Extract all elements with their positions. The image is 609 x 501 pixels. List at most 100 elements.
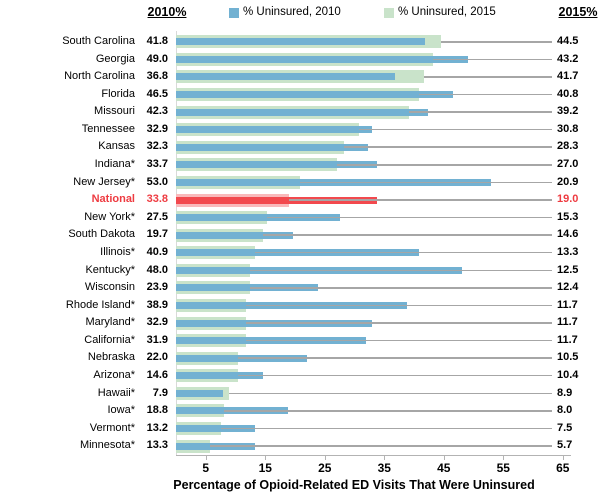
value-2015: 11.7 (557, 333, 578, 346)
value-2015: 8.9 (557, 386, 573, 399)
x-axis-tick (324, 456, 326, 460)
x-axis-title: Percentage of Opioid-Related ED Visits T… (173, 478, 535, 492)
legend-label-2010: % Uninsured, 2010 (243, 6, 341, 18)
value-2015: 13.3 (557, 245, 579, 258)
x-axis-tick (384, 456, 386, 460)
bar-2010 (176, 126, 372, 134)
value-2015: 30.8 (557, 122, 579, 135)
legend-swatch-2010-icon (229, 8, 239, 18)
legend-swatch-2015-icon (384, 8, 394, 18)
value-2010: 32.9 (146, 316, 168, 329)
row-label: New York* (84, 210, 135, 223)
chart-row: Nebraska 22.0 10.5 (0, 349, 609, 367)
leader-line (245, 339, 552, 342)
value-2015: 28.3 (557, 140, 579, 153)
value-2015: 5.7 (557, 439, 573, 452)
row-label: National (91, 193, 135, 206)
bar-2010 (176, 196, 378, 204)
x-axis-tick-label: 5 (202, 461, 210, 475)
leader-line (359, 128, 552, 131)
row-label: Iowa* (107, 404, 135, 417)
bar-2010 (176, 108, 428, 116)
value-2015: 8.0 (557, 404, 573, 417)
chart-row: Tennessee 32.9 30.8 (0, 121, 609, 139)
x-axis-tick-label: 15 (258, 461, 272, 475)
chart-row: Iowa* 18.8 8.0 (0, 402, 609, 420)
chart-row: New York* 27.5 15.3 (0, 209, 609, 227)
value-2010: 22.0 (146, 351, 168, 364)
chart-row: Georgia 49.0 43.2 (0, 51, 609, 69)
value-2015: 41.7 (557, 70, 579, 83)
chart-row: Hawaii* 7.9 8.9 (0, 385, 609, 403)
row-label: Indiana* (94, 158, 135, 171)
bar-2010 (176, 161, 377, 169)
value-2015: 12.4 (557, 281, 579, 294)
value-2010: 23.9 (146, 281, 168, 294)
value-2015: 15.3 (557, 210, 579, 223)
value-2010: 33.8 (146, 193, 168, 206)
value-2010: 19.7 (146, 228, 168, 241)
row-label: Hawaii* (97, 386, 135, 399)
chart-row: Vermont* 13.2 7.5 (0, 420, 609, 438)
chart-row: Arizona* 14.6 10.4 (0, 367, 609, 385)
value-2015: 14.6 (557, 228, 579, 241)
right-axis-header-2015: 2015% (558, 5, 598, 19)
x-axis-tick (205, 456, 207, 460)
row-label: Tennessee (81, 122, 135, 135)
chart-row: California* 31.9 11.7 (0, 332, 609, 350)
row-label: South Carolina (62, 35, 135, 47)
x-axis-tick (503, 456, 505, 460)
bar-rows-container: South Carolina 41.8 44.5 Georgia 49.0 43.2 Nor… (0, 33, 609, 455)
chart-row: Maryland* 32.9 11.7 (0, 314, 609, 332)
value-2015: 44.5 (557, 35, 579, 47)
value-2010: 33.7 (146, 158, 168, 171)
row-label: Missouri (94, 105, 135, 118)
value-2010: 32.3 (146, 140, 168, 153)
leader-line (262, 234, 552, 236)
value-2010: 13.2 (146, 421, 168, 434)
value-2015: 12.5 (557, 263, 579, 276)
bar-2010 (176, 372, 263, 380)
chart-row: New Jersey* 53.0 20.9 (0, 174, 609, 192)
leader-line (424, 76, 552, 78)
value-2010: 7.9 (152, 386, 168, 399)
bar-2010 (176, 389, 223, 397)
leader-line (418, 93, 552, 96)
value-2015: 40.8 (557, 87, 579, 100)
x-axis-line (176, 455, 571, 456)
leader-line (336, 164, 552, 166)
row-label: Rhode Island* (65, 298, 135, 311)
value-2010: 18.8 (146, 404, 168, 417)
row-label: California* (84, 333, 135, 346)
x-axis-tick-label: 45 (437, 461, 451, 475)
chart-row: North Carolina 36.8 41.7 (0, 68, 609, 86)
leader-line (209, 445, 552, 447)
value-2010: 46.5 (146, 87, 168, 100)
x-axis-tick-label: 25 (318, 461, 332, 475)
x-axis-tick-label: 55 (496, 461, 510, 475)
chart-row: Kentucky* 48.0 12.5 (0, 262, 609, 280)
value-2015: 11.7 (557, 316, 578, 329)
value-2015: 10.5 (557, 351, 579, 364)
chart-row: Illinois* 40.9 13.3 (0, 244, 609, 262)
bar-2010 (176, 284, 319, 292)
leader-line (238, 357, 552, 359)
row-label: South Dakota (68, 228, 135, 241)
x-axis-tick-label: 35 (377, 461, 391, 475)
bar-2010 (176, 214, 340, 222)
value-2015: 11.7 (557, 298, 578, 311)
left-axis-header-2010: 2010% (147, 5, 187, 19)
row-label: Minnesota* (79, 439, 135, 452)
value-2015: 43.2 (557, 52, 579, 65)
row-label: Maryland* (85, 316, 135, 329)
chart-row: Florida 46.5 40.8 (0, 86, 609, 104)
row-label: Wisconsin (84, 281, 135, 294)
value-2015: 7.5 (557, 421, 573, 434)
value-2010: 13.3 (146, 439, 168, 452)
row-label: Kansas (98, 140, 135, 153)
leader-line (344, 146, 552, 148)
leader-line (255, 251, 552, 254)
value-2010: 40.9 (146, 245, 168, 258)
bar-2010 (176, 231, 294, 239)
value-2010: 27.5 (146, 210, 168, 223)
